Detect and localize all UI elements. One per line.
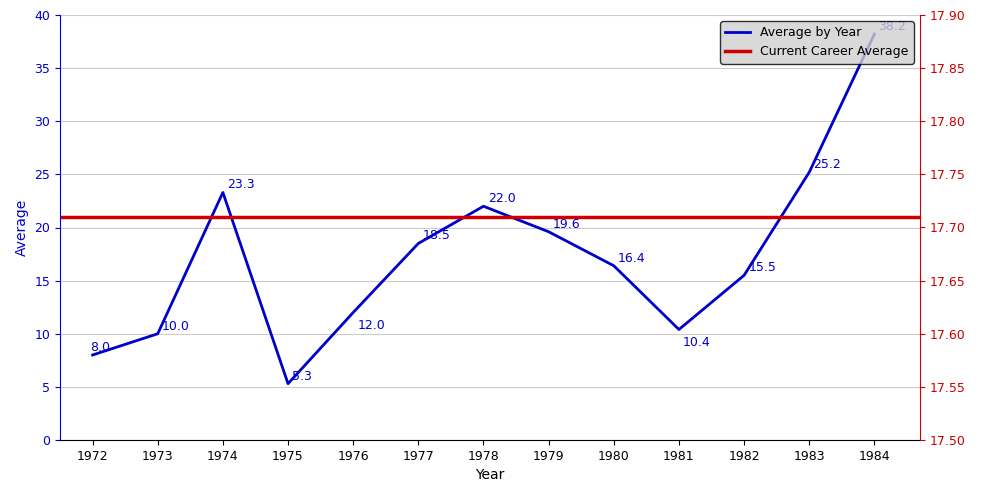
Text: 5.3: 5.3 xyxy=(292,370,312,382)
Line: Average by Year: Average by Year xyxy=(93,34,874,384)
Text: 8.0: 8.0 xyxy=(90,341,110,354)
Text: 22.0: 22.0 xyxy=(488,192,515,205)
Average by Year xyxy=(87,352,99,358)
Text: 15.5: 15.5 xyxy=(748,261,776,274)
Average by Year xyxy=(543,229,555,235)
Average by Year xyxy=(217,190,229,196)
Text: 12.0: 12.0 xyxy=(357,319,385,332)
Average by Year xyxy=(608,263,620,269)
Y-axis label: Average: Average xyxy=(15,199,29,256)
Average by Year xyxy=(803,169,815,175)
Average by Year xyxy=(347,310,359,316)
Average by Year xyxy=(152,331,164,337)
Text: 18.5: 18.5 xyxy=(422,230,450,242)
X-axis label: Year: Year xyxy=(475,468,505,482)
Text: 16.4: 16.4 xyxy=(618,252,646,264)
Legend: Average by Year, Current Career Average: Average by Year, Current Career Average xyxy=(720,21,914,63)
Average by Year xyxy=(738,272,750,278)
Text: 25.2: 25.2 xyxy=(813,158,841,171)
Text: 10.4: 10.4 xyxy=(683,336,711,349)
Average by Year xyxy=(412,240,424,246)
Text: 38.2: 38.2 xyxy=(879,20,906,33)
Text: 23.3: 23.3 xyxy=(227,178,255,192)
Text: 19.6: 19.6 xyxy=(553,218,580,230)
Average by Year xyxy=(282,380,294,386)
Text: 10.0: 10.0 xyxy=(162,320,190,332)
Average by Year xyxy=(868,31,880,37)
Average by Year xyxy=(673,326,685,332)
Average by Year xyxy=(477,203,489,209)
